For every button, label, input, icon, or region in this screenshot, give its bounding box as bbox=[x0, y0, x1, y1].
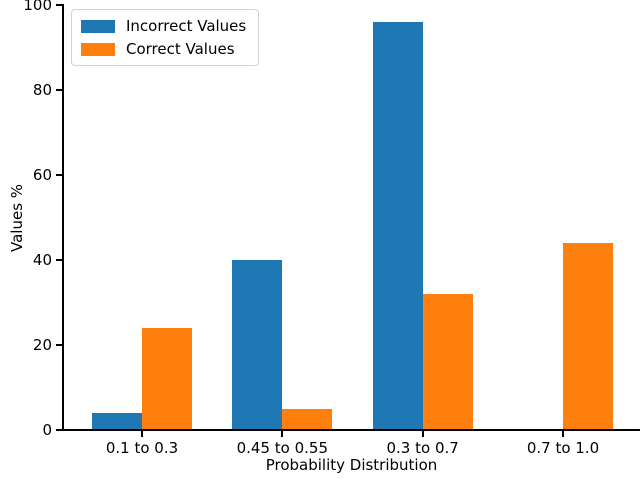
legend-label: Incorrect Values bbox=[126, 17, 247, 35]
legend-item-correct-values: Correct Values bbox=[81, 39, 246, 59]
y-tick-label: 0 bbox=[42, 421, 52, 439]
plot-area: 0 20 40 60 80 100 0.1 to 0.3 0.45 to 0.55 0.3 t… bbox=[23, 0, 640, 457]
y-tick-label: 100 bbox=[23, 0, 52, 14]
y-tick-label: 60 bbox=[32, 166, 52, 184]
x-tick-mark bbox=[281, 431, 284, 437]
bar-incorrect-values bbox=[372, 22, 423, 430]
x-tick-mark bbox=[561, 431, 564, 437]
y-axis-label: Values % bbox=[8, 183, 26, 252]
x-tick-mark bbox=[141, 431, 143, 437]
y-tick-mark bbox=[56, 344, 62, 346]
bar-correct-values bbox=[562, 243, 613, 430]
x-axis-label: Probability Distribution bbox=[265, 456, 438, 474]
y-axis-line bbox=[62, 4, 64, 431]
y-tick-mark bbox=[56, 259, 62, 261]
bar-correct-values bbox=[142, 328, 192, 430]
y-tick-label: 40 bbox=[32, 251, 52, 269]
x-axis-line bbox=[62, 429, 640, 431]
x-tick-label: 0.45 to 0.55 bbox=[236, 439, 329, 457]
legend: Incorrect Values Correct Values bbox=[71, 9, 260, 66]
legend-swatch-icon bbox=[81, 19, 115, 33]
y-tick-mark bbox=[56, 429, 62, 431]
y-tick-label: 20 bbox=[32, 336, 52, 354]
x-tick-label: 0.3 to 0.7 bbox=[386, 439, 459, 457]
x-tick-mark bbox=[421, 431, 424, 437]
bar-correct-values bbox=[422, 294, 473, 430]
x-tick-label: 0.7 to 1.0 bbox=[526, 439, 600, 457]
x-tick-label: 0.1 to 0.3 bbox=[105, 439, 179, 457]
y-tick-label: 80 bbox=[32, 81, 52, 99]
bar-incorrect-values bbox=[92, 413, 142, 430]
bar-correct-values bbox=[282, 408, 333, 430]
legend-label: Correct Values bbox=[126, 40, 235, 58]
bar-incorrect-values bbox=[232, 260, 283, 430]
y-tick-mark bbox=[56, 174, 62, 176]
legend-swatch-icon bbox=[81, 42, 115, 56]
y-tick-mark bbox=[56, 4, 62, 6]
legend-item-incorrect-values: Incorrect Values bbox=[81, 16, 246, 36]
y-tick-mark bbox=[56, 89, 62, 91]
